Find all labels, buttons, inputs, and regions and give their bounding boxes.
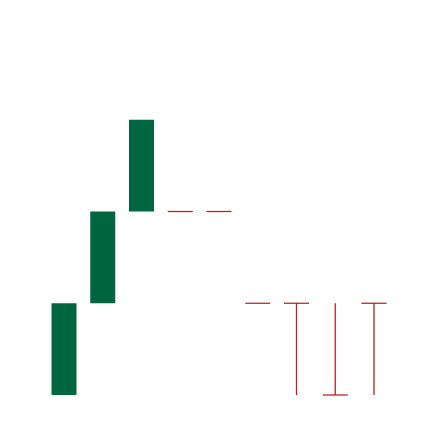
candle-0: [51, 303, 77, 395]
candles-layer: [51, 119, 387, 396]
candle-1: [90, 211, 116, 304]
candle-8: [361, 302, 387, 395]
candle-6: [284, 302, 309, 395]
candle-body: [129, 119, 154, 212]
candle-body: [90, 211, 116, 304]
candle-2: [129, 119, 154, 212]
candle-body: [51, 303, 77, 395]
candle-7: [322, 303, 348, 396]
